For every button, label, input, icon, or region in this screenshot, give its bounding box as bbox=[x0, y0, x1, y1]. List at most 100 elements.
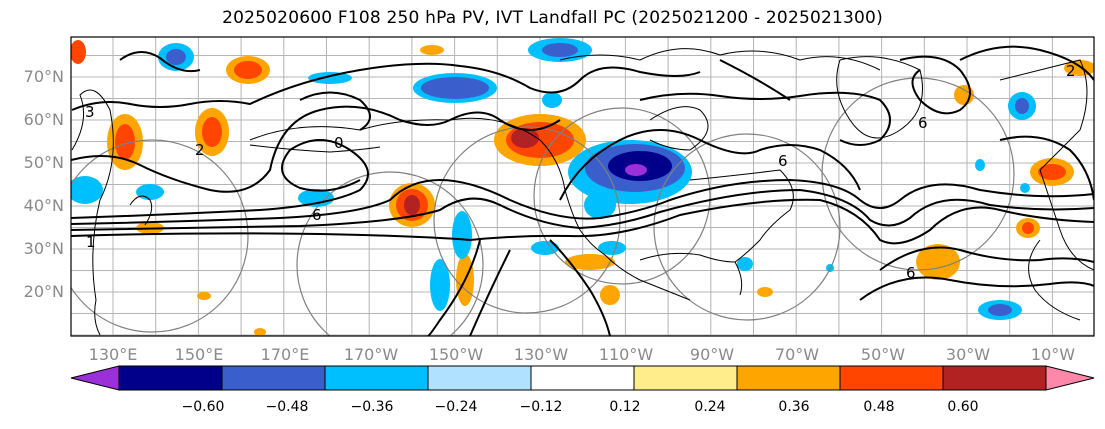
negative-anomaly bbox=[166, 49, 186, 65]
pv-contour-line bbox=[719, 59, 791, 101]
lon-label: 130°W bbox=[513, 345, 569, 364]
lon-label: 30°W bbox=[945, 345, 991, 364]
positive-anomaly bbox=[565, 254, 615, 270]
contour-label: 6 bbox=[918, 114, 928, 132]
lon-label: 70°W bbox=[774, 345, 820, 364]
positive-anomaly bbox=[420, 45, 444, 55]
negative-anomaly bbox=[136, 184, 164, 200]
negative-anomaly bbox=[421, 77, 489, 99]
positive-anomaly bbox=[197, 292, 211, 300]
pv-contour-line bbox=[999, 135, 1094, 201]
pv-contour-line bbox=[639, 91, 891, 146]
coastline-asia bbox=[71, 89, 114, 336]
colorbar-label: 0.36 bbox=[778, 399, 810, 415]
positive-anomaly bbox=[954, 85, 974, 105]
negative-anomaly bbox=[737, 257, 753, 271]
pv-contour-line bbox=[427, 239, 481, 336]
colorbar-segment bbox=[633, 365, 738, 391]
positive-anomaly bbox=[1022, 222, 1034, 234]
negative-anomaly bbox=[598, 241, 626, 255]
coastlines bbox=[71, 48, 1094, 336]
negative-anomaly bbox=[542, 92, 562, 108]
contour-label: 2 bbox=[195, 141, 205, 159]
colorbar-label: 0.24 bbox=[694, 399, 726, 415]
colorbar-label: 0.12 bbox=[609, 399, 641, 415]
contour-label: 0 bbox=[334, 134, 344, 152]
lat-label: 70°N bbox=[23, 67, 64, 86]
negative-anomaly bbox=[988, 304, 1012, 316]
contour-label: 6 bbox=[906, 264, 916, 282]
contour-label: 1 bbox=[86, 233, 96, 251]
pv-contour-line bbox=[71, 105, 561, 193]
coastline-hudson bbox=[649, 106, 709, 151]
pv-contour-line bbox=[469, 249, 511, 336]
positive-anomaly bbox=[254, 328, 266, 336]
pv-contour-line bbox=[71, 198, 1094, 245]
colorbar-label: −0.60 bbox=[181, 399, 225, 415]
contour-label: 6 bbox=[312, 206, 322, 224]
coastline-aleutians bbox=[249, 144, 381, 153]
coastline-gulf bbox=[639, 252, 736, 263]
negative-anomaly bbox=[71, 176, 103, 204]
colorbar-segment bbox=[839, 365, 944, 391]
negative-anomaly bbox=[542, 43, 578, 57]
positive-anomaly bbox=[511, 128, 539, 148]
colorbar-segment bbox=[736, 365, 841, 391]
pv-contour-line bbox=[71, 62, 701, 111]
colorbar-segment bbox=[118, 365, 223, 391]
lon-label: 10°W bbox=[1030, 345, 1076, 364]
lon-label: 170°W bbox=[343, 345, 399, 364]
pv-contour-line bbox=[119, 51, 201, 73]
colorbar-label: −0.24 bbox=[434, 399, 478, 415]
positive-anomaly bbox=[757, 287, 773, 297]
colorbar-segment bbox=[427, 365, 532, 391]
contour-label: 2 bbox=[1066, 62, 1076, 80]
pv-contour-line bbox=[959, 45, 1094, 81]
pv-contour-labels: 3 2 1 6 6 6 6 2 0 bbox=[85, 62, 1076, 282]
coastline-canada-arctic bbox=[559, 48, 881, 71]
lat-label: 20°N bbox=[23, 282, 64, 301]
positive-anomaly bbox=[234, 61, 262, 79]
negative-anomaly bbox=[975, 159, 985, 171]
negative-anomaly bbox=[298, 189, 334, 207]
colorbar bbox=[70, 365, 1095, 391]
positive-anomaly bbox=[202, 117, 222, 147]
negative-anomaly bbox=[531, 241, 559, 255]
pv-contour-line bbox=[299, 91, 371, 131]
coastline-africa bbox=[1028, 239, 1081, 321]
lon-label: 150°W bbox=[428, 345, 484, 364]
lon-label: 170°E bbox=[260, 345, 310, 364]
lon-label: 150°E bbox=[174, 345, 224, 364]
coastline-japan bbox=[129, 195, 153, 226]
pv-contour-line bbox=[879, 246, 1094, 271]
positive-anomaly bbox=[71, 40, 86, 64]
pv-contour-line bbox=[549, 239, 611, 336]
pv-contour-line bbox=[71, 178, 1094, 225]
positive-anomaly bbox=[1038, 164, 1066, 180]
colorbar-segment bbox=[530, 365, 635, 391]
positive-anomaly bbox=[916, 244, 960, 280]
negative-anomaly bbox=[584, 191, 616, 219]
colorbar-label: 0.48 bbox=[863, 399, 895, 415]
negative-anomaly bbox=[1020, 183, 1030, 193]
coastline-europe bbox=[999, 59, 1094, 271]
pv-contour-line bbox=[899, 55, 971, 115]
colorbar-label: −0.12 bbox=[519, 399, 563, 415]
range-rings bbox=[71, 77, 1015, 336]
lat-label: 60°N bbox=[23, 110, 64, 129]
positive-anomaly bbox=[115, 124, 135, 160]
contour-label: 6 bbox=[778, 152, 788, 170]
contour-label: 3 bbox=[85, 103, 95, 121]
negative-anomaly bbox=[1015, 98, 1029, 114]
negative-anomaly bbox=[308, 72, 352, 84]
colorbar-label: −0.36 bbox=[350, 399, 394, 415]
lat-label: 30°N bbox=[23, 239, 64, 258]
lon-label: 90°W bbox=[689, 345, 735, 364]
colorbar-extend-max bbox=[1045, 365, 1095, 391]
lat-label: 40°N bbox=[23, 196, 64, 215]
negative-anomaly bbox=[452, 211, 472, 259]
colorbar-segment bbox=[942, 365, 1047, 391]
lat-label: 50°N bbox=[23, 153, 64, 172]
colorbar-label: −0.48 bbox=[265, 399, 309, 415]
